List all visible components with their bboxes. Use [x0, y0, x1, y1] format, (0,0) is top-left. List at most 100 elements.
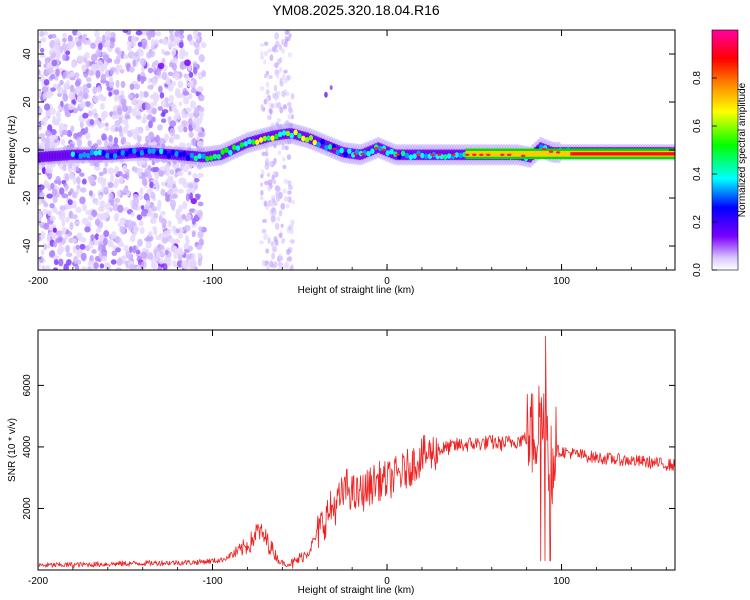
ridge-blob [458, 152, 463, 159]
noise-speckle [107, 167, 115, 175]
noise-speckle [148, 231, 153, 237]
noise-speckle [104, 262, 108, 269]
ridge-blob [205, 155, 210, 162]
noise-speckle [264, 163, 270, 171]
noise-speckle [115, 79, 120, 88]
noise-speckle [183, 126, 188, 133]
noise-speckle [285, 91, 290, 96]
ridge-blob [243, 141, 248, 147]
noise-speckle [169, 30, 174, 35]
noise-speckle [267, 48, 273, 53]
noise-speckle [65, 50, 71, 56]
noise-speckle [192, 67, 198, 75]
noise-speckle [167, 220, 172, 228]
noise-speckle [184, 234, 190, 243]
noise-speckle [103, 230, 110, 238]
noise-speckle [273, 84, 278, 92]
noise-speckle [260, 190, 264, 196]
ridge-hot [451, 153, 456, 156]
noise-speckle [118, 176, 124, 185]
noise-speckle [38, 107, 43, 116]
noise-speckle [118, 125, 123, 134]
noise-speckle [67, 199, 73, 206]
noise-speckle [169, 127, 176, 137]
noise-speckle [264, 150, 269, 157]
noise-speckle [268, 74, 273, 80]
noise-speckle [282, 104, 288, 110]
noise-speckle [51, 129, 57, 136]
ridge-blob [235, 145, 241, 151]
x-tick-label: 100 [553, 576, 570, 587]
noise-speckle [114, 235, 121, 244]
noise-speckle [71, 238, 77, 243]
noise-speckle [42, 92, 47, 100]
noise-speckle [197, 209, 203, 218]
noise-speckle [147, 67, 154, 74]
ridge-hot [541, 147, 547, 151]
noise-speckle [265, 89, 270, 96]
ridge-blob [454, 152, 460, 158]
noise-speckle [185, 193, 190, 202]
noise-speckle [276, 216, 281, 222]
noise-speckle [120, 80, 126, 89]
noise-speckle [117, 170, 123, 177]
ridge-hot [500, 153, 505, 156]
noise-speckle [90, 234, 96, 240]
noise-speckle [142, 76, 147, 82]
noise-speckle [116, 107, 123, 116]
ridge-hot [472, 153, 477, 156]
noise-speckle [191, 121, 196, 130]
noise-speckle [113, 214, 118, 221]
noise-speckle [55, 118, 60, 125]
colorbar-tick-label: 0.6 [692, 119, 703, 133]
noise-speckle [84, 100, 91, 107]
noise-speckle [166, 78, 171, 86]
noise-speckle [50, 73, 56, 80]
noise-speckle [160, 188, 166, 197]
noise-speckle [82, 92, 89, 100]
snr-frame [37, 329, 676, 571]
noise-speckle [194, 48, 200, 56]
noise-speckle [75, 41, 82, 47]
noise-speckle [104, 210, 110, 218]
noise-speckle [81, 217, 89, 225]
noise-speckle [270, 195, 276, 200]
noise-speckle [151, 61, 156, 68]
noise-speckle [135, 110, 142, 116]
noise-speckle [94, 197, 99, 206]
ridge-blob [270, 135, 275, 141]
noise-speckle [199, 106, 205, 113]
noise-speckle [287, 105, 293, 113]
ridge-blob [74, 153, 79, 159]
ridge-blob [143, 148, 149, 155]
noise-speckle [55, 175, 61, 182]
y-tick-label: 4000 [22, 435, 33, 458]
noise-speckle [129, 83, 135, 90]
noise-speckle [68, 103, 75, 111]
x-tick-label: 0 [384, 576, 390, 587]
noise-speckle [150, 39, 156, 47]
noise-speckle [52, 267, 59, 270]
noise-speckle [65, 80, 70, 86]
noise-speckle [197, 140, 204, 149]
noise-speckle [107, 32, 112, 39]
spectrogram-x-axis: -200 -100 0 100 [28, 30, 667, 287]
noise-speckle [273, 157, 277, 165]
noise-speckle [280, 48, 286, 54]
noise-speckle [121, 255, 127, 260]
noise-speckle [79, 90, 84, 96]
noise-speckle [198, 132, 204, 138]
noise-speckle [158, 258, 164, 265]
noise-speckle [190, 88, 197, 94]
noise-speckle [114, 197, 121, 204]
spectrogram-y-label: Frequency (Hz) [7, 116, 18, 185]
noise-speckle [281, 143, 285, 151]
noise-speckle [162, 263, 168, 270]
noise-speckle [280, 239, 285, 245]
noise-speckle [193, 41, 200, 48]
noise-speckle [42, 208, 49, 215]
ridge-blob [404, 152, 410, 159]
noise-speckle [284, 145, 289, 151]
noise-speckle [103, 54, 110, 62]
noise-speckle [198, 226, 203, 232]
